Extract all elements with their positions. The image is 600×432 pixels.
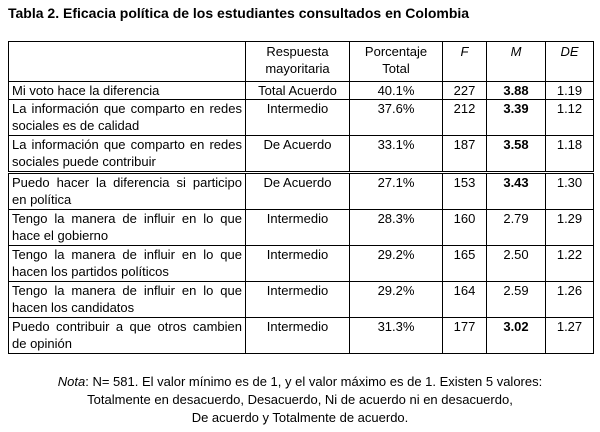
cell-m: 3.88 [486,81,546,100]
cell-respuesta: De Acuerdo [245,135,350,173]
cell-item: Puedo contribuir a que otros cambien de … [8,317,246,354]
cell-porcentaje: 31.3% [349,317,443,354]
header-m: M [486,41,546,82]
cell-porcentaje: 37.6% [349,99,443,136]
header-respuesta: Respuesta mayoritaria [245,41,350,82]
cell-respuesta: Intermedio [245,245,350,282]
table-row: Tengo la manera de influir en lo que hac… [8,245,594,282]
cell-item: Tengo la manera de influir en lo que hac… [8,245,246,282]
cell-item: La información que comparto en redes soc… [8,99,246,136]
table-title: Tabla 2. Eficacia política de los estudi… [8,5,470,21]
table-row: Puedo contribuir a que otros cambien de … [8,317,594,354]
cell-porcentaje: 29.2% [349,245,443,282]
header-de: DE [545,41,594,82]
cell-m: 3.39 [486,99,546,136]
note-line-3: De acuerdo y Totalmente de acuerdo. [191,410,409,425]
data-table: Respuesta mayoritaria Porcentaje Total F… [8,41,594,354]
note-line-1: : N= 581. El valor mínimo es de 1, y el … [85,374,543,389]
cell-item: Mi voto hace la diferencia [8,81,246,100]
note-line-2: Totalmente en desacuerdo, Desacuerdo, Ni… [87,392,513,407]
table-header-row: Respuesta mayoritaria Porcentaje Total F… [8,41,594,82]
cell-de: 1.30 [545,171,594,210]
cell-f: 187 [442,135,487,173]
cell-m: 3.43 [486,171,546,210]
cell-f: 227 [442,81,487,100]
cell-m: 3.02 [486,317,546,354]
cell-m: 2.79 [486,209,546,246]
cell-de: 1.12 [545,99,594,136]
cell-porcentaje: 28.3% [349,209,443,246]
cell-porcentaje: 40.1% [349,81,443,100]
cell-f: 165 [442,245,487,282]
table-row: La información que comparto en redes soc… [8,135,594,173]
cell-m: 3.58 [486,135,546,173]
cell-f: 153 [442,171,487,210]
cell-f: 164 [442,281,487,318]
header-item [8,41,246,82]
cell-respuesta: Intermedio [245,209,350,246]
cell-porcentaje: 29.2% [349,281,443,318]
cell-m: 2.50 [486,245,546,282]
header-porcentaje: Porcentaje Total [349,41,443,82]
cell-respuesta: Intermedio [245,317,350,354]
cell-item: Tengo la manera de influir en lo que hac… [8,281,246,318]
cell-respuesta: Intermedio [245,99,350,136]
cell-porcentaje: 33.1% [349,135,443,173]
cell-de: 1.27 [545,317,594,354]
cell-porcentaje: 27.1% [349,171,443,210]
cell-de: 1.22 [545,245,594,282]
cell-f: 160 [442,209,487,246]
cell-f: 212 [442,99,487,136]
cell-de: 1.18 [545,135,594,173]
header-f: F [442,41,487,82]
cell-de: 1.29 [545,209,594,246]
cell-de: 1.19 [545,81,594,100]
cell-respuesta: Intermedio [245,281,350,318]
cell-respuesta: De Acuerdo [245,171,350,210]
note-label: Nota [57,374,86,389]
table-row: Puedo hacer la diferencia si participo e… [8,171,594,210]
cell-m: 2.59 [486,281,546,318]
cell-item: La información que comparto en redes soc… [8,135,246,173]
cell-item: Tengo la manera de influir en lo que hac… [8,209,246,246]
cell-respuesta: Total Acuerdo [245,81,350,100]
table-row: Tengo la manera de influir en lo que hac… [8,281,594,318]
cell-f: 177 [442,317,487,354]
table-row: La información que comparto en redes soc… [8,99,594,136]
table-note: Nota: N= 581. El valor mínimo es de 1, y… [0,373,600,427]
cell-item: Puedo hacer la diferencia si participo e… [8,171,246,210]
table-row: Mi voto hace la diferencia Total Acuerdo 4… [8,81,594,100]
cell-de: 1.26 [545,281,594,318]
table-row: Tengo la manera de influir en lo que hac… [8,209,594,246]
